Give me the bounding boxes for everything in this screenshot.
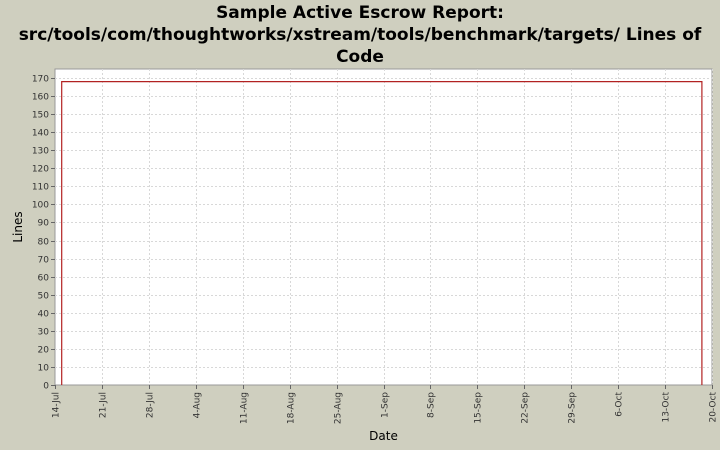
x-tick-label: 22-Sep bbox=[521, 392, 531, 424]
x-tick-label: 28-Jul bbox=[146, 392, 156, 418]
y-tick-label: 50 bbox=[38, 292, 50, 302]
y-tick-label: 150 bbox=[32, 111, 49, 121]
y-tick-label: 70 bbox=[38, 256, 50, 266]
y-tick-label: 110 bbox=[32, 183, 49, 193]
x-tick-label: 20-Oct bbox=[709, 392, 719, 423]
plot-area bbox=[54, 68, 713, 386]
x-axis-label: Date bbox=[369, 429, 398, 443]
y-tick-label: 80 bbox=[38, 238, 50, 248]
y-tick-label: 10 bbox=[38, 364, 50, 374]
chart-title: Sample Active Escrow Report: src/tools/c… bbox=[0, 2, 720, 68]
y-tick-label: 40 bbox=[38, 310, 50, 320]
series-layer bbox=[61, 80, 703, 385]
x-tick-label: 4-Aug bbox=[193, 392, 203, 418]
y-tick-label: 120 bbox=[32, 165, 49, 175]
x-tick-label: 29-Sep bbox=[568, 392, 578, 424]
chart-title-line-2: src/tools/com/thoughtworks/xstream/tools… bbox=[18, 25, 702, 45]
x-tick-label: 6-Oct bbox=[615, 392, 625, 417]
y-tick-label: 170 bbox=[32, 75, 49, 85]
grid-layer bbox=[55, 69, 713, 385]
y-tick-label: 30 bbox=[38, 328, 50, 338]
y-axis-label: Lines bbox=[11, 211, 25, 242]
x-tick-label: 1-Sep bbox=[381, 392, 391, 418]
series-line bbox=[61, 80, 703, 385]
x-tick-label: 14-Jul bbox=[52, 392, 62, 418]
y-tick-label: 160 bbox=[32, 93, 49, 103]
y-tick-label: 100 bbox=[32, 201, 49, 211]
y-tick-label: 60 bbox=[38, 274, 50, 284]
x-tick-label: 21-Jul bbox=[99, 392, 109, 418]
x-tick-label: 13-Oct bbox=[662, 392, 672, 423]
y-tick-label: 130 bbox=[32, 147, 49, 157]
axis-layer: 0 10 20 30 40 50 60 70 80 90 100 110 120 130 140 150 160… bbox=[32, 75, 719, 425]
y-tick-label: 20 bbox=[38, 346, 50, 356]
x-tick-label: 18-Aug bbox=[287, 392, 297, 424]
y-tick-label: 90 bbox=[38, 219, 50, 229]
x-tick-label: 11-Aug bbox=[240, 392, 250, 424]
y-tick-label: 140 bbox=[32, 129, 49, 139]
chart-title-line-3: Code bbox=[336, 47, 384, 67]
x-tick-label: 25-Aug bbox=[334, 392, 344, 424]
chart-title-line-1: Sample Active Escrow Report: bbox=[216, 3, 504, 23]
y-tick-label: 0 bbox=[43, 382, 49, 392]
x-tick-label: 8-Sep bbox=[427, 392, 437, 418]
x-tick-label: 15-Sep bbox=[474, 392, 484, 424]
